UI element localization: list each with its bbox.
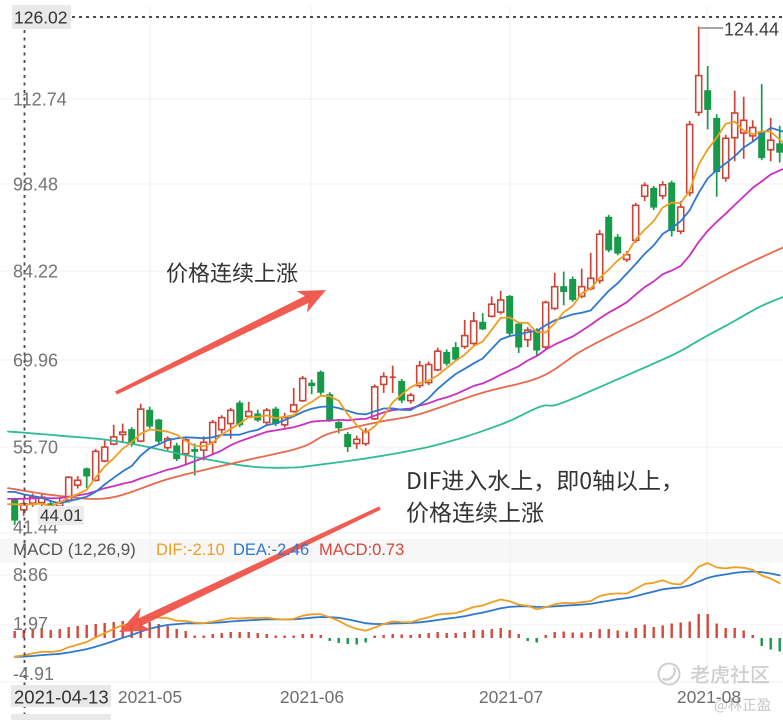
svg-text:124.44: 124.44 [724, 20, 779, 40]
svg-text:44.01: 44.01 [40, 506, 83, 525]
svg-text:8.86: 8.86 [13, 565, 48, 585]
svg-text:98.48: 98.48 [13, 175, 58, 195]
svg-text:-4.91: -4.91 [13, 664, 54, 684]
svg-text:126.02: 126.02 [14, 8, 68, 28]
svg-text:DIF:-2.10: DIF:-2.10 [156, 541, 225, 559]
svg-text:2021-05: 2021-05 [118, 687, 182, 707]
svg-text:69.96: 69.96 [13, 351, 58, 371]
svg-text:2021-04-13: 2021-04-13 [14, 687, 109, 708]
svg-text:2021-08: 2021-08 [677, 687, 741, 707]
svg-text:1.97: 1.97 [13, 614, 48, 634]
svg-text:2021-06: 2021-06 [280, 687, 344, 707]
svg-text:55.70: 55.70 [13, 438, 58, 458]
svg-text:MACD:0.73: MACD:0.73 [319, 541, 404, 559]
svg-text:MACD (12,26,9): MACD (12,26,9) [13, 540, 136, 559]
svg-text:112.74: 112.74 [13, 90, 67, 110]
svg-text:84.22: 84.22 [13, 262, 58, 282]
svg-text:2021-07: 2021-07 [479, 687, 543, 707]
svg-text:DEA:-2.46: DEA:-2.46 [233, 541, 309, 559]
